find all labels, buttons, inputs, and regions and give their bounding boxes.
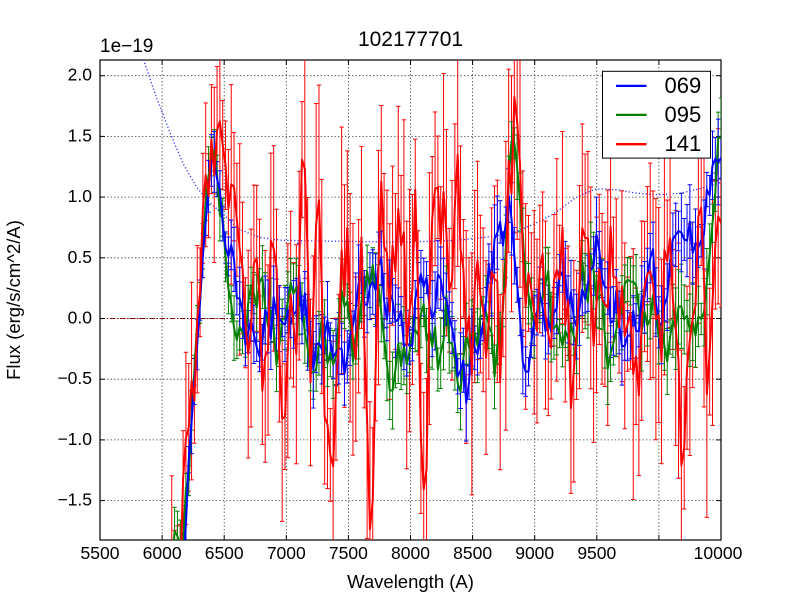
svg-text:1.0: 1.0 <box>68 186 93 206</box>
svg-text:Wavelength (A): Wavelength (A) <box>347 571 474 592</box>
svg-text:095: 095 <box>665 102 702 127</box>
svg-text:102177701: 102177701 <box>358 28 463 51</box>
svg-text:−1.5: −1.5 <box>57 490 92 510</box>
svg-text:141: 141 <box>665 131 702 156</box>
svg-text:7500: 7500 <box>329 543 368 563</box>
svg-text:9500: 9500 <box>577 543 616 563</box>
svg-text:0.5: 0.5 <box>68 247 92 267</box>
svg-text:1.5: 1.5 <box>68 125 92 145</box>
svg-text:6500: 6500 <box>205 543 244 563</box>
svg-text:0.0: 0.0 <box>68 308 93 328</box>
svg-text:1e−19: 1e−19 <box>100 36 153 57</box>
svg-text:−1.0: −1.0 <box>57 429 92 449</box>
svg-text:6000: 6000 <box>143 543 182 563</box>
svg-text:−0.5: −0.5 <box>57 368 92 388</box>
svg-text:8000: 8000 <box>391 543 430 563</box>
svg-text:069: 069 <box>665 73 702 98</box>
svg-text:7000: 7000 <box>267 543 306 563</box>
svg-text:5500: 5500 <box>81 543 120 563</box>
svg-text:Flux (erg/s/cm^2/A): Flux (erg/s/cm^2/A) <box>3 220 24 380</box>
svg-text:2.0: 2.0 <box>68 65 93 85</box>
svg-text:10000: 10000 <box>694 543 743 563</box>
svg-text:9000: 9000 <box>515 543 554 563</box>
svg-text:8500: 8500 <box>453 543 492 563</box>
